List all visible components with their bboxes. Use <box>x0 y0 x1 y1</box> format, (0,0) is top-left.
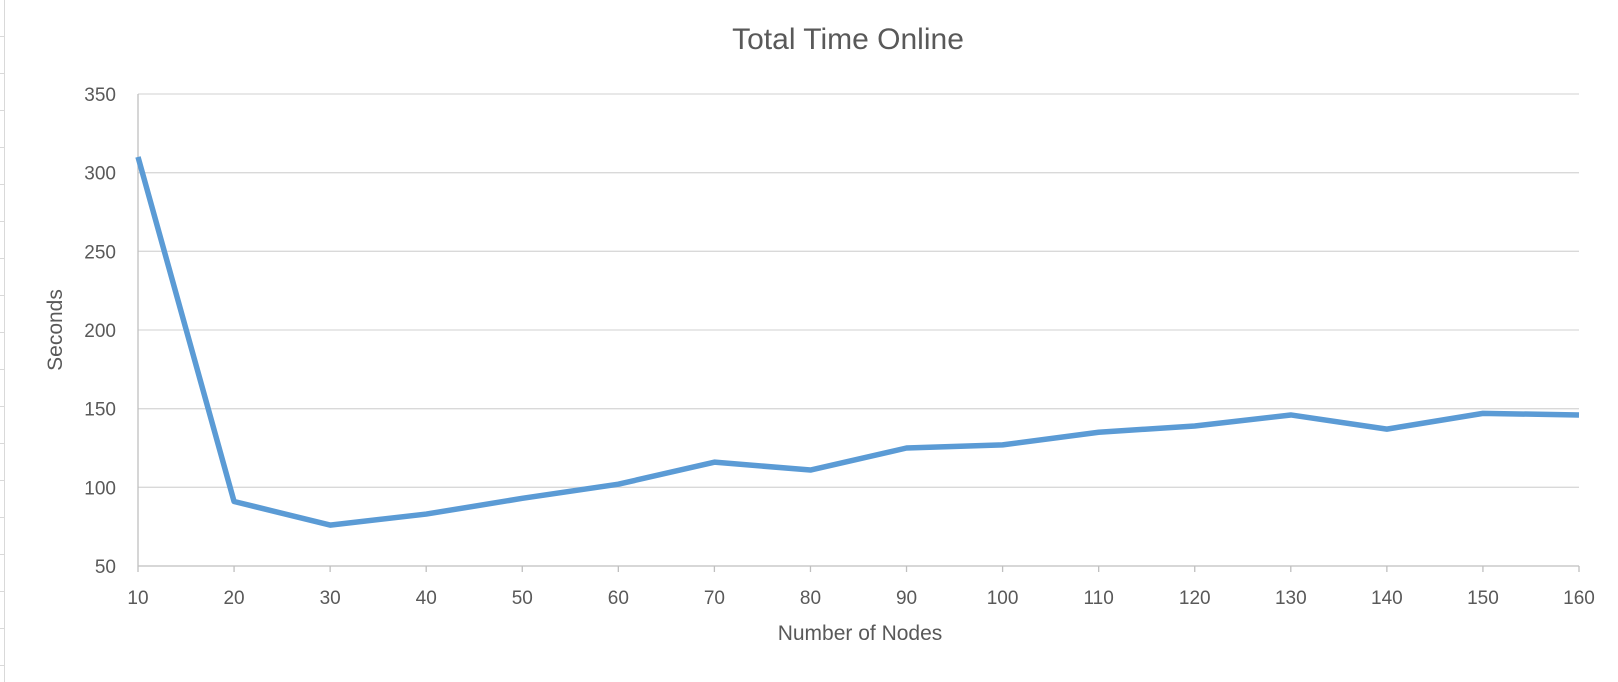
x-tick-label: 60 <box>608 588 629 609</box>
x-tick-labels: 10 20 30 40 50 60 70 80 90 100 110 120 130 140 150 160 <box>127 588 1594 609</box>
x-tick-label: 50 <box>512 588 533 609</box>
series-line-0 <box>135 156 1580 528</box>
x-tick-label: 10 <box>127 588 148 609</box>
y-tick-label: 100 <box>84 478 116 499</box>
y-tick-label: 300 <box>84 164 116 185</box>
x-tick-label: 70 <box>704 588 725 609</box>
x-tick-label: 40 <box>416 588 437 609</box>
y-tick-label: 250 <box>84 242 116 263</box>
y-tick-label: 350 <box>84 85 116 106</box>
y-tick-label: 150 <box>84 400 116 421</box>
x-tick-label: 90 <box>896 588 917 609</box>
axes <box>137 94 1580 572</box>
y-tick-label: 50 <box>95 557 116 578</box>
x-tick-label: 80 <box>800 588 821 609</box>
x-axis-title: Number of Nodes <box>778 622 943 645</box>
sheet-edge <box>0 0 5 682</box>
x-tick-label: 140 <box>1371 588 1403 609</box>
gridlines <box>138 93 1579 488</box>
x-tick-label: 120 <box>1179 588 1211 609</box>
x-tick-label: 20 <box>223 588 244 609</box>
x-tick-label: 160 <box>1563 588 1595 609</box>
x-tick-label: 130 <box>1275 588 1307 609</box>
x-tick-label: 110 <box>1084 588 1114 609</box>
x-tick-label: 30 <box>320 588 341 609</box>
y-tick-label: 200 <box>84 321 116 342</box>
y-tick-labels: 50 100 150 200 250 300 350 <box>84 85 116 578</box>
x-tick-label: 100 <box>987 588 1019 609</box>
chart-title: Total Time Online <box>732 23 964 56</box>
x-tick-label: 150 <box>1467 588 1499 609</box>
series-layer <box>135 156 1580 528</box>
y-axis-title: Seconds <box>44 289 67 371</box>
